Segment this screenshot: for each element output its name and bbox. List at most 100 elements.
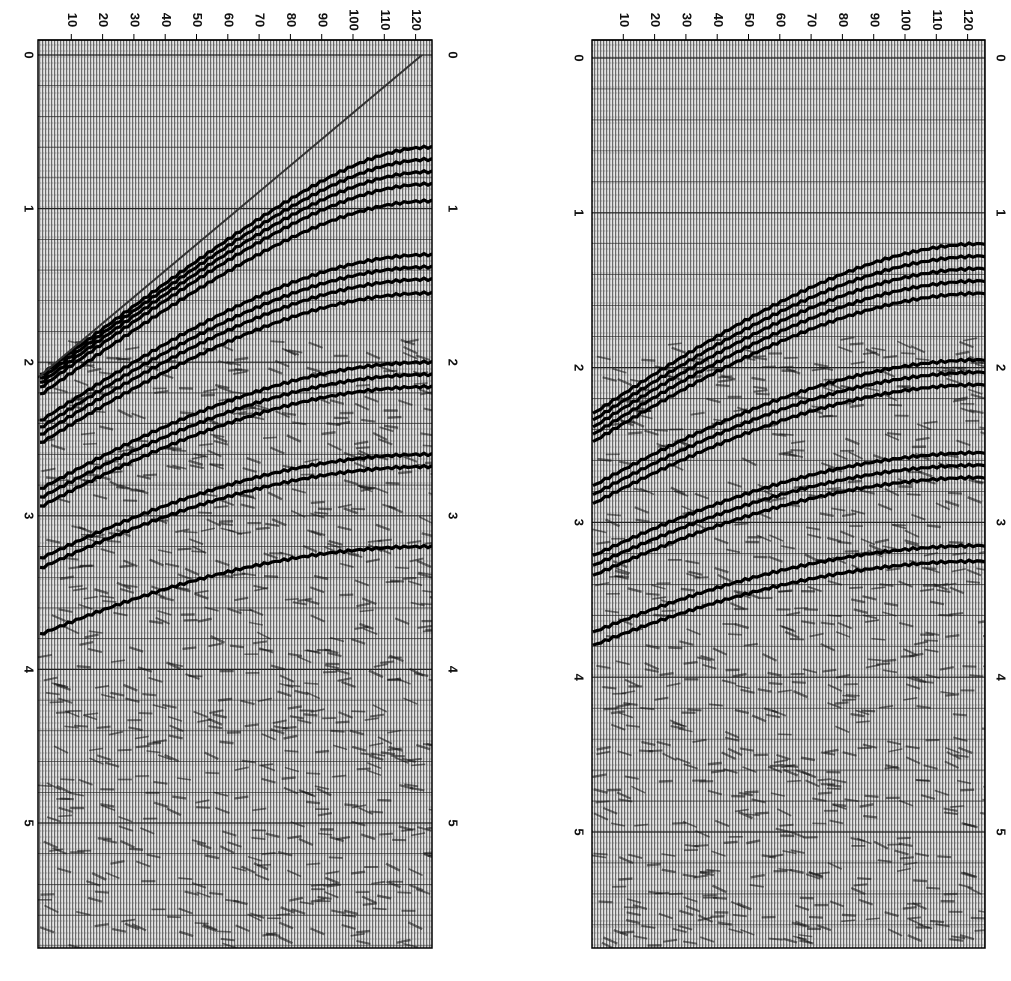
noise <box>723 768 738 774</box>
noise <box>380 751 395 756</box>
noise <box>882 611 897 617</box>
noise <box>98 425 114 431</box>
noise <box>82 714 98 721</box>
noise <box>178 907 194 915</box>
noise <box>277 850 293 857</box>
noise <box>627 587 642 594</box>
noise <box>350 638 366 645</box>
noise <box>402 455 418 463</box>
noise <box>720 374 736 381</box>
noise <box>595 800 610 804</box>
time-label-right: 0 <box>994 54 1009 61</box>
noise <box>666 682 681 688</box>
noise <box>687 708 702 712</box>
reflection <box>592 462 985 567</box>
noise <box>287 705 302 710</box>
noise <box>679 640 694 646</box>
noise <box>970 393 985 400</box>
noise <box>69 792 85 797</box>
reflection <box>39 543 432 636</box>
noise <box>378 438 393 446</box>
noise <box>361 597 377 606</box>
noise <box>837 621 853 630</box>
noise <box>808 915 824 919</box>
noise <box>672 821 687 825</box>
noise <box>58 806 73 813</box>
noise <box>153 780 168 785</box>
noise <box>732 672 747 678</box>
noise <box>812 797 827 802</box>
time-label-right: 4 <box>446 666 461 674</box>
noise <box>97 837 112 841</box>
noise <box>892 524 907 530</box>
noise <box>788 453 804 459</box>
noise <box>189 464 204 470</box>
noise <box>790 449 805 452</box>
noise <box>175 586 191 593</box>
noise <box>118 815 133 823</box>
noise <box>724 730 740 739</box>
noise <box>375 523 391 532</box>
noise <box>850 886 866 896</box>
noise <box>685 560 700 565</box>
time-label-left: 2 <box>572 364 587 371</box>
noise <box>357 484 372 490</box>
noise <box>625 724 640 728</box>
noise <box>654 696 669 701</box>
noise <box>401 828 416 832</box>
noise <box>960 871 976 879</box>
noise <box>226 361 242 367</box>
noise <box>886 567 901 572</box>
noise <box>618 877 633 881</box>
noise <box>64 556 79 561</box>
noise <box>159 595 175 602</box>
noise <box>630 785 646 794</box>
noise <box>915 357 930 362</box>
noise <box>56 867 72 874</box>
noise <box>93 587 109 595</box>
noise <box>166 464 181 470</box>
noise <box>963 337 978 342</box>
noise <box>395 566 410 569</box>
noise <box>784 630 800 639</box>
time-label-left: 4 <box>22 666 37 674</box>
noise <box>624 678 640 688</box>
noise <box>707 761 723 766</box>
noise <box>593 812 609 821</box>
noise <box>648 890 663 895</box>
noise <box>287 652 303 658</box>
noise <box>944 760 960 769</box>
noise <box>213 440 229 446</box>
noise <box>360 486 376 492</box>
noise <box>168 734 183 740</box>
noise <box>849 342 864 346</box>
noise <box>59 575 75 581</box>
noise <box>356 767 371 771</box>
noise <box>177 547 192 551</box>
noise <box>680 587 695 592</box>
noise <box>94 684 110 689</box>
noise <box>164 562 180 568</box>
noise <box>196 842 212 850</box>
trace-label: 80 <box>836 13 851 27</box>
noise <box>256 863 272 867</box>
noise <box>117 748 132 752</box>
noise <box>801 770 817 779</box>
noise <box>372 704 388 713</box>
noise <box>209 463 224 467</box>
noise <box>696 656 712 662</box>
noise <box>714 819 730 828</box>
noise <box>324 664 340 670</box>
noise <box>87 647 103 654</box>
noise <box>815 871 830 875</box>
noise <box>45 691 61 696</box>
noise <box>615 567 631 574</box>
noise <box>945 377 961 384</box>
noise <box>227 841 242 848</box>
noise <box>668 892 683 896</box>
noise <box>113 611 128 617</box>
noise <box>960 788 975 792</box>
noise <box>884 488 900 497</box>
noise <box>217 385 233 393</box>
trace-label: 80 <box>284 13 299 27</box>
